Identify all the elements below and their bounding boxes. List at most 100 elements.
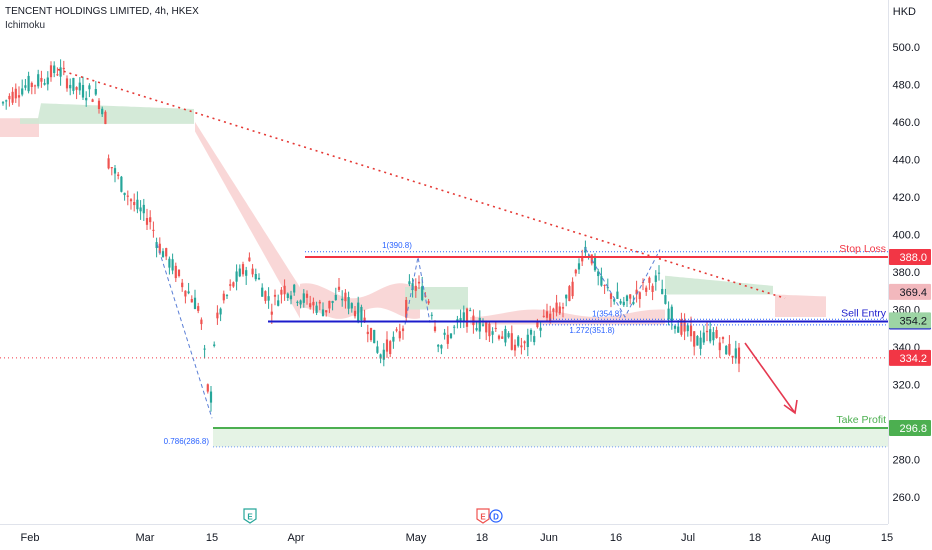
candle-body (645, 287, 648, 292)
dividend-marker-icon (489, 509, 503, 523)
y-tick-label: 420.0 (892, 192, 920, 204)
candle-body (379, 354, 382, 359)
price-tag-value: 334.2 (899, 353, 927, 365)
candle (174, 262, 177, 282)
candle-body (341, 298, 344, 301)
candle-body (549, 313, 552, 321)
candle-body (609, 293, 613, 299)
candle-body (238, 268, 241, 277)
candle-body (254, 273, 257, 280)
candle-body (475, 328, 478, 331)
candle-body (78, 82, 81, 91)
candle (129, 198, 133, 210)
candle (382, 343, 385, 367)
candle (347, 291, 350, 315)
take-profit-tag-value: 296.8 (899, 423, 927, 435)
candle-body (321, 309, 325, 317)
candle (65, 75, 69, 92)
candle-body (309, 303, 312, 308)
candle (673, 324, 677, 334)
candle-body (715, 330, 718, 338)
candle-body (145, 217, 149, 225)
candle-body (443, 332, 446, 335)
candle-body (305, 293, 309, 298)
candle-body (696, 336, 699, 346)
candle-body (401, 328, 405, 332)
y-tick-label: 480.0 (892, 80, 920, 92)
candle (689, 316, 693, 342)
candle-body (699, 337, 702, 349)
candle-body (302, 293, 305, 303)
candle-body (529, 329, 533, 335)
candle-body (209, 391, 213, 403)
candle-body (328, 300, 331, 309)
candle-body (117, 174, 120, 176)
price-tag-value: 354.2 (899, 315, 927, 327)
candle-body (161, 251, 165, 258)
candle-body (37, 74, 40, 87)
candle (728, 335, 731, 357)
candle (203, 344, 206, 359)
candle (107, 154, 110, 170)
candle (520, 337, 523, 355)
candle-body (603, 285, 606, 287)
candle-body (267, 296, 270, 301)
candle-body (430, 314, 433, 316)
candle (430, 312, 433, 320)
candle (427, 298, 430, 305)
candle-body (149, 217, 152, 223)
candle (245, 266, 248, 285)
candle (21, 79, 24, 97)
candle-body (88, 85, 91, 90)
candle (513, 339, 517, 357)
candle-body (65, 78, 69, 89)
candle-body (513, 344, 517, 351)
candle-body (107, 158, 110, 169)
candle (248, 252, 251, 262)
candle-body (619, 301, 622, 304)
candle (283, 279, 286, 301)
candle-body (165, 248, 168, 257)
candle (264, 290, 267, 304)
candle (536, 318, 539, 329)
candle-body (597, 271, 600, 277)
candle-body (453, 326, 456, 328)
candle (542, 309, 545, 318)
candle-body (235, 271, 238, 282)
candle (462, 305, 465, 328)
candle-body (427, 301, 430, 304)
price-tag-bg (889, 312, 931, 329)
candle-body (299, 300, 302, 305)
candle (286, 292, 289, 302)
candle-body (248, 257, 251, 262)
candle (293, 283, 296, 296)
candle-body (507, 333, 510, 338)
price-axis: 500.0480.0460.0440.0420.0400.0380.0360.0… (888, 0, 931, 524)
y-tick-label: 320.0 (892, 380, 920, 392)
candle-body (5, 100, 8, 102)
candle-body (75, 87, 78, 90)
candle (651, 283, 654, 301)
candle-body (101, 108, 104, 115)
candle (206, 383, 209, 394)
candle (273, 289, 277, 306)
candle (619, 298, 622, 305)
candle-body (206, 384, 209, 392)
candle-body (405, 299, 408, 318)
candle-body (469, 310, 472, 312)
time-axis: Feb Mar 15 Apr May 18 Jun 16 Jul 18 Aug 15E E D (0, 508, 893, 544)
candle (37, 69, 40, 89)
candle-body (622, 301, 625, 306)
candle (94, 81, 97, 96)
candle-body (718, 342, 721, 351)
candle-body (440, 345, 443, 349)
candle (622, 296, 625, 307)
candle (280, 286, 283, 304)
candle-body (33, 85, 37, 87)
candle-body (1, 102, 5, 104)
candle-body (325, 310, 328, 313)
candle (213, 341, 216, 348)
candle-body (133, 202, 136, 206)
candle-body (539, 327, 542, 331)
